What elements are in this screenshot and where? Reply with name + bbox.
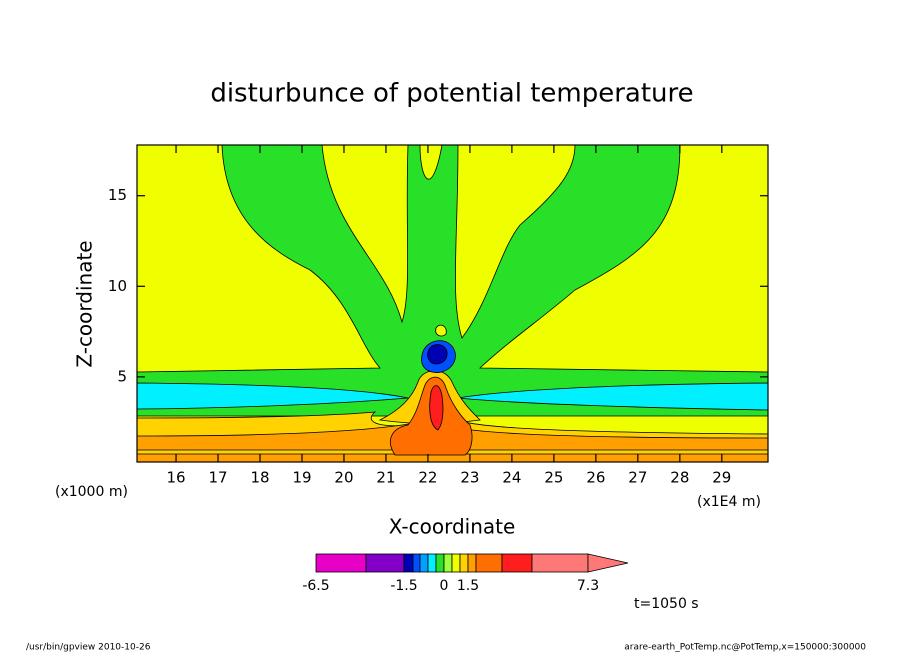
x-tick-label: 28 xyxy=(670,469,689,487)
colorbar-tick-label: 0 xyxy=(440,578,449,594)
y-tick-label: 10 xyxy=(108,277,127,295)
y-axis-title: Z-coordinate xyxy=(73,240,97,367)
y-tick-label: 15 xyxy=(108,186,127,204)
x2-unit-label: (x1E4 m) xyxy=(697,494,761,510)
x-tick-label: 19 xyxy=(292,469,311,487)
colorbar-box xyxy=(475,553,503,573)
time-label: t=1050 s xyxy=(634,596,699,612)
x-tick-label: 27 xyxy=(628,469,647,487)
y-tick-label: 5 xyxy=(117,367,127,385)
field-yellow xyxy=(454,145,576,339)
x-tick-label: 23 xyxy=(460,469,479,487)
colorbar-box xyxy=(435,553,445,573)
colorbar-box xyxy=(365,553,405,573)
colorbar-box xyxy=(531,553,589,573)
plot-frame xyxy=(136,144,769,463)
axes: 16 17 18 19 20 21 22 23 24 25 26 27 28 29 5 10 15 xyxy=(108,145,768,487)
chart-title: disturbunce of potential temperature xyxy=(210,79,693,109)
field-yellow xyxy=(419,145,443,180)
colorbar-arrow xyxy=(587,553,629,573)
plume xyxy=(429,385,444,431)
colorbar: -6.5 -1.5 0 1.5 7.3 xyxy=(302,553,629,594)
colorbar-box xyxy=(315,553,367,573)
colorbar-box xyxy=(467,553,477,573)
colorbar-box xyxy=(459,553,469,573)
x-tick-label: 16 xyxy=(166,469,185,487)
footer-right: arare-earth_PotTemp.nc@PotTemp,x=150000:… xyxy=(624,643,866,653)
x-tick-label: 21 xyxy=(376,469,395,487)
colorbar-tick-label: -6.5 xyxy=(302,578,329,594)
x-tick-label: 25 xyxy=(544,469,563,487)
x-tick-label: 24 xyxy=(502,469,521,487)
colorbar-tick-label: 7.3 xyxy=(577,578,599,594)
field-green xyxy=(137,145,768,417)
colorbar-box xyxy=(412,553,421,573)
colorbar-box xyxy=(403,553,414,573)
x-tick-label: 26 xyxy=(586,469,605,487)
colorbar-box xyxy=(419,553,429,573)
field-yellow xyxy=(321,145,409,324)
colorbar-box xyxy=(501,553,533,573)
x-unit-label: (x1000 m) xyxy=(55,484,128,500)
footer-left: /usr/bin/gpview 2010-10-26 xyxy=(26,643,151,653)
colorbar-box xyxy=(443,553,453,573)
colorbar-tick-label: 1.5 xyxy=(457,578,479,594)
blob xyxy=(435,324,447,337)
x-tick-label: 17 xyxy=(208,469,227,487)
colorbar-box xyxy=(427,553,437,573)
field-cyan xyxy=(137,382,768,411)
colorbar-tick-label: -1.5 xyxy=(390,578,417,594)
blob xyxy=(427,344,448,365)
x-tick-label: 20 xyxy=(334,469,353,487)
x-tick-label: 18 xyxy=(250,469,269,487)
x-tick-label: 29 xyxy=(712,469,731,487)
colorbar-box xyxy=(451,553,461,573)
x-axis-title: X-coordinate xyxy=(389,515,516,539)
field-band xyxy=(137,453,768,462)
x-tick-label: 22 xyxy=(418,469,437,487)
contour-field xyxy=(137,145,768,462)
